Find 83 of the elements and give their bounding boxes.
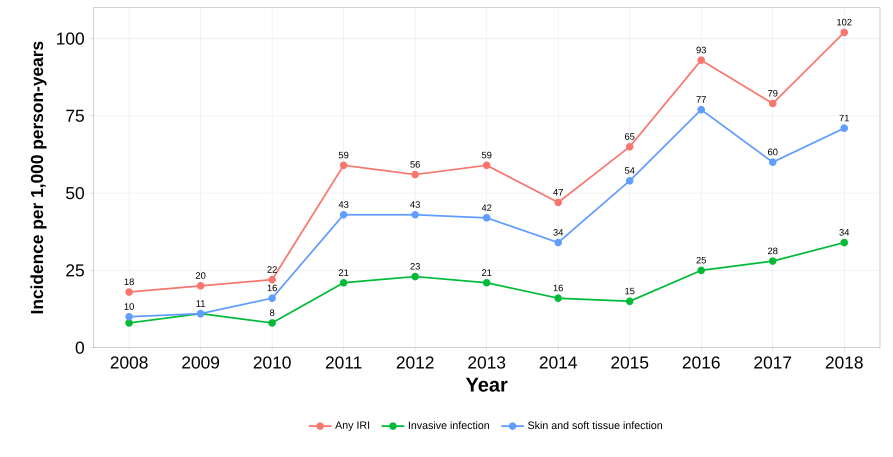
x-tick-label: 2018: [826, 356, 863, 369]
data-label: 93: [696, 46, 706, 54]
x-tick-label: 2014: [540, 356, 577, 369]
data-label: 34: [553, 229, 564, 236]
data-label: 43: [410, 201, 420, 208]
data-label: 20: [196, 272, 206, 279]
point: [697, 266, 706, 274]
point: [411, 170, 419, 178]
point: [411, 210, 419, 219]
data-label: 21: [482, 269, 492, 276]
point: [125, 312, 133, 321]
data-label: 22: [267, 266, 277, 273]
data-label: 15: [625, 288, 634, 294]
x-tick-label: 2017: [754, 356, 792, 369]
point: [554, 198, 562, 206]
point: [268, 276, 276, 284]
point: [840, 124, 848, 132]
data-label: 16: [554, 284, 563, 292]
legend-label: Skin and soft tissue infection: [528, 421, 662, 430]
point: [554, 238, 562, 246]
point: [554, 294, 562, 302]
data-label: 56: [410, 161, 420, 168]
x-tick-label: 2012: [396, 356, 434, 369]
point: [626, 297, 634, 306]
point: [340, 278, 348, 287]
data-label: 28: [768, 248, 778, 254]
point: [125, 288, 133, 296]
data-label: 34: [839, 229, 850, 236]
point: [411, 272, 419, 280]
x-tick-label: 2015: [611, 356, 648, 369]
data-label: 18: [124, 278, 134, 286]
data-label: 60: [768, 148, 778, 156]
y-tick-label: 100: [57, 32, 84, 45]
point: [482, 278, 490, 287]
point: [268, 294, 276, 302]
data-label: 23: [410, 263, 420, 270]
point: [482, 161, 490, 170]
point: [482, 214, 490, 222]
data-label: 59: [482, 152, 492, 158]
x-tick-label: 2010: [254, 356, 291, 369]
point: [125, 319, 133, 327]
point: [626, 142, 634, 151]
point: [768, 257, 777, 265]
data-label: 79: [768, 90, 778, 97]
x-axis-title: Year: [466, 378, 508, 392]
x-tick-label: 2008: [110, 356, 148, 369]
data-label: 16: [268, 284, 277, 292]
point: [768, 100, 777, 108]
y-tick-label: 75: [66, 110, 84, 122]
point: [340, 161, 348, 170]
point: [697, 106, 706, 114]
data-label: 47: [553, 189, 563, 196]
data-label: 65: [624, 133, 634, 140]
data-label: 10: [124, 303, 134, 310]
point: [196, 282, 204, 290]
point: [626, 176, 634, 185]
data-label: 77: [696, 96, 706, 103]
data-label: 59: [338, 152, 348, 158]
data-label: 42: [482, 204, 492, 211]
data-label: 102: [837, 18, 852, 26]
data-label: 8: [270, 309, 274, 316]
y-tick-label: 50: [66, 186, 84, 200]
y-tick-label: 25: [66, 264, 84, 277]
data-label: 25: [696, 256, 706, 264]
data-label: 21: [338, 269, 348, 276]
point: [840, 28, 848, 36]
x-tick-label: 2009: [182, 356, 220, 369]
point: [697, 56, 706, 64]
point: [768, 158, 777, 166]
x-tick-label: 2013: [468, 356, 506, 369]
point: [268, 319, 276, 327]
x-tick-label: 2011: [326, 356, 362, 369]
data-label: 43: [338, 201, 348, 208]
point: [340, 210, 348, 219]
data-label: 11: [196, 300, 205, 307]
y-tick-label: 0: [76, 342, 84, 354]
data-label: 54: [624, 167, 635, 174]
data-label: 71: [840, 114, 849, 122]
point: [840, 238, 848, 246]
x-tick-label: 2016: [682, 356, 720, 369]
legend-label: Any IRI: [335, 421, 370, 432]
y-axis-title: Incidence per 1,000 person-years: [30, 42, 47, 314]
legend-label: Invasive infection: [408, 421, 490, 430]
